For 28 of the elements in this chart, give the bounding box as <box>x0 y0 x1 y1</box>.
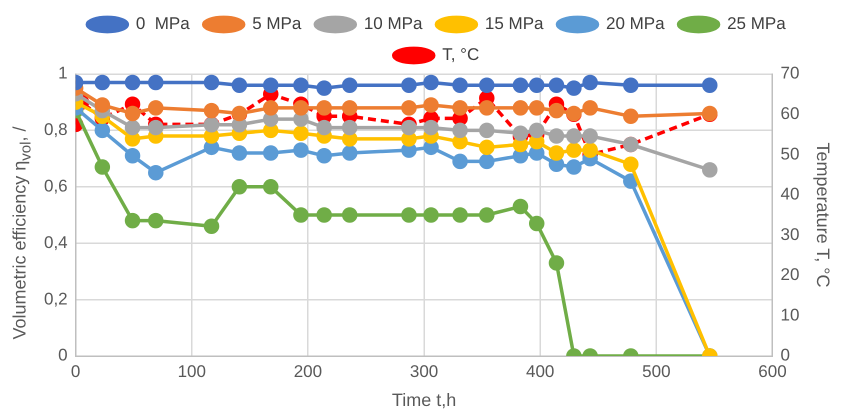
y-tick-label: 1 <box>58 64 68 83</box>
x-tick-label: 0 <box>70 362 80 381</box>
x-axis-title: Time t,h <box>392 390 456 410</box>
y2-tick-label: 60 <box>780 104 800 123</box>
y-tick-label: 0,6 <box>44 176 68 196</box>
legend-label: 15 MPa <box>484 14 544 34</box>
y2-tick-label: 50 <box>780 144 800 164</box>
legend-label: 0 MPa <box>136 14 190 34</box>
y2-tick-label: 30 <box>780 224 800 244</box>
x-tick-label: 300 <box>410 362 438 381</box>
y2-tick-label: 70 <box>780 64 800 83</box>
legend-label: 20 MPa <box>606 14 666 34</box>
y-tick-label: 0,4 <box>44 232 68 252</box>
y-tick-label: 0,8 <box>44 120 68 140</box>
y2-tick-label: 10 <box>780 305 800 324</box>
y-tick-label: 0,2 <box>44 289 68 308</box>
y2-tick-label: 40 <box>780 184 800 204</box>
y-tick-label: 0 <box>58 346 68 365</box>
legend-label: T, °C <box>442 45 480 64</box>
x-tick-label: 200 <box>294 362 322 381</box>
y2-tick-label: 20 <box>780 265 800 284</box>
legend-label: 5 MPa <box>252 14 302 34</box>
legend-label: 10 MPa <box>364 14 423 34</box>
x-tick-label: 100 <box>178 362 206 381</box>
y2-axis-title: Temperature T, °C <box>813 142 834 288</box>
x-tick-label: 500 <box>642 362 671 381</box>
legend-label: 25 MPa <box>727 14 786 34</box>
x-tick-label: 400 <box>526 362 554 381</box>
